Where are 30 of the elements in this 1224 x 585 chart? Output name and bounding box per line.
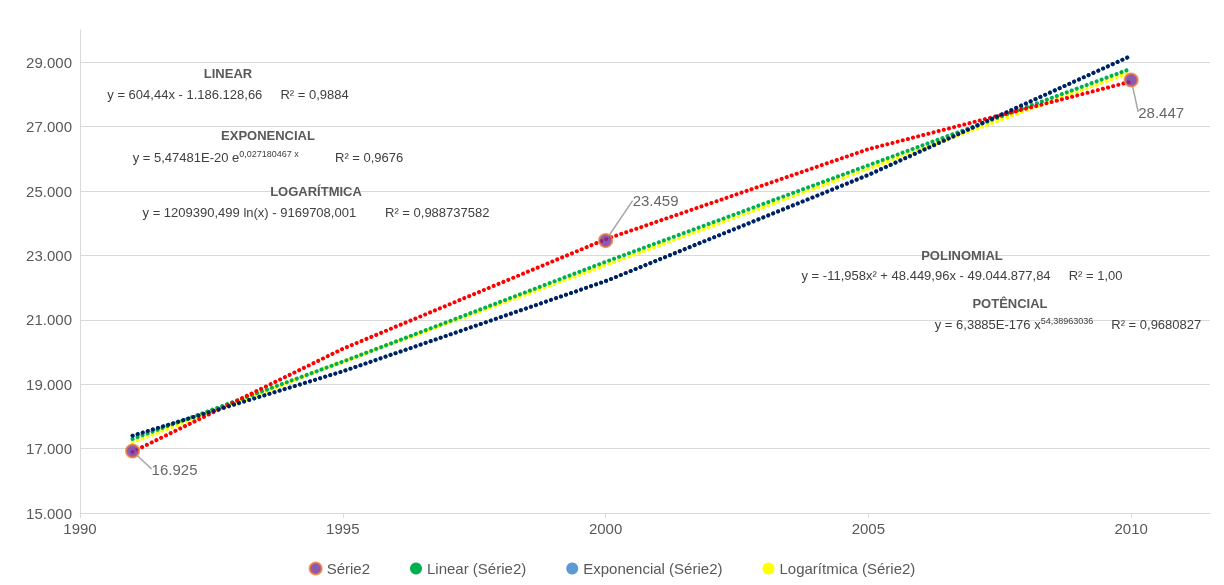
data-label: 28.447 xyxy=(1138,103,1185,121)
y-tick-label: 25.000 xyxy=(26,182,72,200)
annotation: LINEAR xyxy=(203,66,253,81)
y-tick-label: 23.000 xyxy=(26,246,72,264)
legend-label: Série2 xyxy=(326,560,371,577)
y-tick-label: 27.000 xyxy=(26,118,72,136)
annotation: LOGARÍTMICA xyxy=(270,184,362,199)
annotation: y = -11,958x² + 48.449,96x - 49.044.877,84 R² = 1,00 xyxy=(801,268,1123,283)
legend-label: Logarítmica (Série2) xyxy=(779,560,916,577)
annotation: y = 604,44x - 1.186.128,66 R² = 0,9884 xyxy=(107,87,349,102)
x-tick-label: 1995 xyxy=(326,520,360,537)
legend-label: Exponencial (Série2) xyxy=(583,560,723,577)
y-tick-label: 29.000 xyxy=(26,53,72,71)
annotation: POTÊNCIAL xyxy=(972,296,1048,311)
data-label: 16.925 xyxy=(151,460,198,478)
x-tick-label: 2010 xyxy=(1114,520,1148,537)
x-tick-label: 1990 xyxy=(63,520,97,537)
y-tick-label: 15.000 xyxy=(26,504,72,522)
annotation: POLINOMIAL xyxy=(921,248,1003,263)
text: y = 5,47481E-20 e$^{0,027180467 x}$ R² = 0,9676 xyxy=(132,149,404,166)
annotation: EXPONENCIAL xyxy=(221,128,315,143)
y-tick-label: 21.000 xyxy=(26,311,72,329)
annotation: y = 1209390,499 ln(x) - 9169708,001 R² = 0,988737582 xyxy=(142,205,490,220)
x-tick-label: 2005 xyxy=(851,520,886,537)
text: y = 6,3885E-176 x$^{54,38963036}$ R² = 0,9680827 xyxy=(934,316,1202,333)
legend-label: Linear (Série2) xyxy=(427,560,527,577)
y-tick-label: 17.000 xyxy=(26,440,72,458)
x-tick-label: 2000 xyxy=(588,520,623,537)
y-tick-label: 19.000 xyxy=(26,375,72,393)
data-label: 23.459 xyxy=(632,192,679,210)
